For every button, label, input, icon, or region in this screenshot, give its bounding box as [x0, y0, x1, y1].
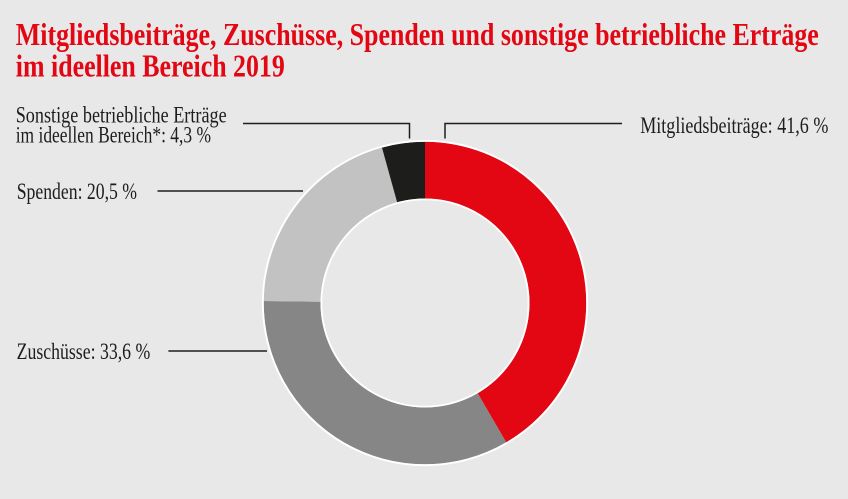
svg-text:im ideellen Bereich 2019: im ideellen Bereich 2019 [16, 48, 285, 84]
svg-text:Sonstige betriebliche Erträge: Sonstige betriebliche Erträge [16, 103, 227, 129]
svg-text:Zuschüsse: 33,6 %: Zuschüsse: 33,6 % [17, 339, 151, 365]
svg-text:Spenden: 20,5 %: Spenden: 20,5 % [17, 179, 137, 205]
svg-text:Mitgliedsbeiträge, Zuschüsse,: Mitgliedsbeiträge, Zuschüsse, Spenden un… [16, 16, 819, 52]
svg-text:Mitgliedsbeiträge: 41,6 %: Mitgliedsbeiträge: 41,6 % [640, 113, 828, 139]
svg-text:im ideellen Bereich*: 4,3 %: im ideellen Bereich*: 4,3 % [16, 122, 211, 148]
